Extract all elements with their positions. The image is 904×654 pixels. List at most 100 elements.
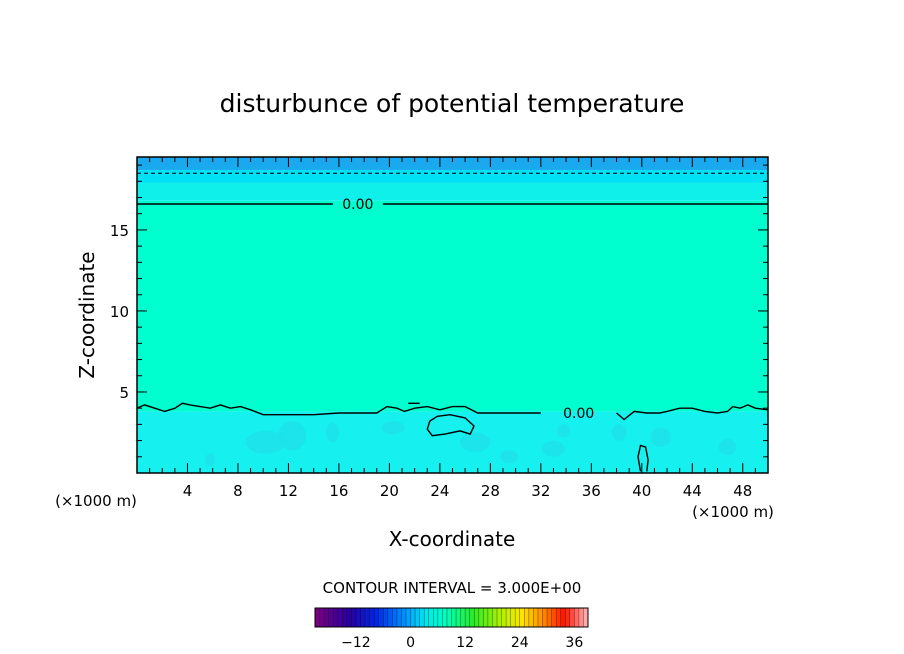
- x-tick-label: 12: [279, 482, 298, 500]
- colorbar-segment: [506, 608, 511, 627]
- colorbar-segment: [415, 608, 420, 627]
- colorbar-segment: [510, 608, 516, 627]
- colorbar-segment: [465, 608, 470, 627]
- colorbar-segment: [501, 608, 507, 627]
- colorbar-segment: [547, 608, 552, 627]
- colorbar-segment: [396, 608, 402, 627]
- colorbar-segment: [428, 608, 434, 627]
- colorbar-segment: [456, 608, 461, 627]
- colorbar-segment: [528, 608, 534, 627]
- cool-patches: [205, 421, 737, 467]
- colorbar-segment: [451, 608, 457, 627]
- colorbar-segment: [483, 608, 489, 627]
- colorbar-segment: [333, 608, 339, 627]
- cool-patch: [557, 424, 570, 438]
- colorbar-segment: [328, 608, 334, 627]
- x-tick-label: 4: [183, 482, 193, 500]
- colorbar-segment: [319, 608, 325, 627]
- y-tick-label: 10: [110, 303, 129, 321]
- cool-patch: [245, 430, 286, 454]
- colorbar-segment: [315, 608, 320, 627]
- colorbar-segment: [492, 608, 498, 627]
- colorbar-segment: [519, 608, 525, 627]
- colorbar-segment: [537, 608, 543, 627]
- colorbar-tick-label: −12: [341, 635, 371, 651]
- colorbar-segment: [469, 608, 475, 627]
- cool-patch: [718, 438, 737, 456]
- colorbar-segment: [474, 608, 480, 627]
- x-tick-label: 8: [233, 482, 243, 500]
- cool-patch: [611, 424, 627, 441]
- colorbar-segment: [556, 608, 561, 627]
- colorbar-segment: [383, 608, 389, 627]
- colorbar-segment: [478, 608, 484, 627]
- colorbar-segment: [406, 608, 411, 627]
- cool-patch: [460, 432, 491, 452]
- contour-line-zero-lower: [136, 402, 541, 416]
- cool-patch: [205, 453, 216, 467]
- colorbar-tick-label: 24: [511, 635, 529, 651]
- colorbar-segment: [542, 608, 548, 627]
- colorbar-segment: [365, 608, 370, 627]
- cool-patch: [500, 450, 519, 464]
- colorbar-segment: [387, 608, 393, 627]
- colorbar-segment: [374, 608, 379, 627]
- colorbar-segment: [578, 608, 584, 627]
- colorbar-segment: [569, 608, 575, 627]
- colorbar-segment: [497, 608, 502, 627]
- colorbar-segment: [442, 608, 448, 627]
- x-tick-label: 16: [329, 482, 348, 500]
- fill-band-4: [137, 157, 768, 170]
- contour-interval-label: CONTOUR INTERVAL = 3.000E+00: [323, 579, 582, 597]
- colorbar-segment: [369, 608, 375, 627]
- fill-band-0: [137, 411, 768, 473]
- chart-title: disturbunce of potential temperature: [220, 89, 685, 118]
- colorbar-segment: [360, 608, 366, 627]
- colorbar-segment: [574, 608, 580, 627]
- x-tick-label: 48: [733, 482, 752, 500]
- contour-lines: 0.00 0.00: [136, 172, 769, 472]
- x-unit-left: (×1000 m): [55, 492, 137, 510]
- colorbar-segment: [560, 608, 566, 627]
- x-unit-right: (×1000 m): [692, 503, 774, 521]
- x-tick-label: 36: [582, 482, 601, 500]
- plot-area: [137, 157, 768, 473]
- colorbar-segment: [355, 608, 361, 627]
- cool-patch: [542, 440, 565, 457]
- cool-patch: [326, 422, 339, 443]
- contour-closed: [637, 444, 649, 472]
- x-tick-label: 40: [632, 482, 651, 500]
- colorbar-tick-label: 36: [565, 635, 583, 651]
- colorbar-segment: [392, 608, 398, 627]
- cool-patch: [650, 427, 671, 448]
- colorbar-segment: [401, 608, 407, 627]
- x-tick-label: 44: [683, 482, 702, 500]
- cool-patch: [381, 421, 405, 435]
- colorbar-segment: [378, 608, 384, 627]
- fill-band-2: [137, 182, 768, 201]
- contour-closed: [426, 413, 475, 437]
- colorbar-segment: [533, 608, 539, 627]
- colorbar-segment: [424, 608, 430, 627]
- x-tick-label: 32: [531, 482, 550, 500]
- colorbar-segment: [446, 608, 452, 627]
- colorbar-segment: [346, 608, 352, 627]
- x-tick-label: 24: [430, 482, 449, 500]
- colorbar-segment: [337, 608, 343, 627]
- x-tick-label: 20: [380, 482, 399, 500]
- colorbar-segment: [437, 608, 443, 627]
- x-axis-label: X-coordinate: [389, 527, 516, 551]
- contour-label: 0.00: [563, 406, 594, 422]
- colorbar-segment: [524, 608, 530, 627]
- contour-label: 0.00: [342, 197, 373, 213]
- colorbar: −12 0 12 24 36: [314, 607, 589, 651]
- colorbar-segment: [583, 608, 589, 627]
- colorbar-segment: [565, 608, 571, 627]
- colorbar-segment: [487, 608, 493, 627]
- y-axis-label: Z-coordinate: [75, 251, 99, 378]
- fill-band-3: [137, 169, 768, 183]
- colorbar-segment: [419, 608, 425, 627]
- colorbar-segment: [433, 608, 439, 627]
- colorbar-tick-label: 12: [456, 635, 474, 651]
